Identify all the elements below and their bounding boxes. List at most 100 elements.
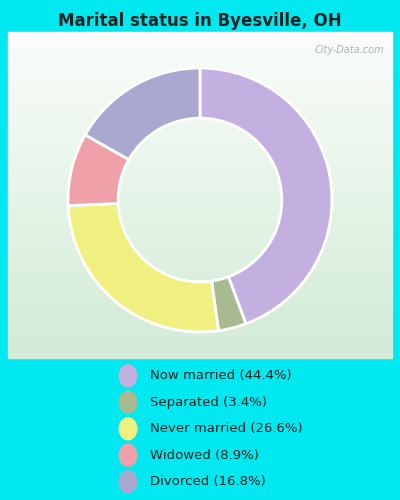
Bar: [8, 44, 392, 46]
Text: Separated (3.4%): Separated (3.4%): [150, 396, 267, 409]
Bar: [8, 128, 392, 130]
Bar: [8, 160, 392, 162]
Bar: [8, 190, 392, 192]
Bar: [8, 298, 392, 300]
Bar: [8, 60, 392, 62]
Bar: [8, 73, 392, 76]
Bar: [8, 322, 392, 325]
Bar: [8, 344, 392, 346]
Bar: [8, 168, 392, 170]
Bar: [8, 268, 392, 271]
Bar: [8, 198, 392, 200]
Bar: [8, 95, 392, 98]
Bar: [8, 144, 392, 146]
Bar: [8, 241, 392, 244]
Bar: [8, 35, 392, 38]
Bar: [8, 216, 392, 220]
Bar: [8, 178, 392, 182]
Bar: [8, 222, 392, 225]
Bar: [8, 154, 392, 157]
Bar: [8, 292, 392, 295]
Bar: [8, 170, 392, 173]
Bar: [8, 244, 392, 246]
Bar: [8, 116, 392, 119]
Text: Now married (44.4%): Now married (44.4%): [150, 369, 291, 382]
Bar: [8, 333, 392, 336]
Bar: [8, 86, 392, 90]
Bar: [8, 162, 392, 165]
Bar: [8, 203, 392, 206]
Bar: [8, 314, 392, 317]
Bar: [8, 111, 392, 114]
Bar: [8, 304, 392, 306]
Bar: [8, 84, 392, 86]
Bar: [8, 192, 392, 195]
Text: Divorced (16.8%): Divorced (16.8%): [150, 475, 265, 488]
Bar: [8, 317, 392, 320]
Bar: [8, 312, 392, 314]
Bar: [8, 328, 392, 330]
Bar: [8, 208, 392, 211]
Bar: [8, 258, 392, 260]
Text: Never married (26.6%): Never married (26.6%): [150, 422, 302, 435]
Bar: [8, 254, 392, 258]
Bar: [8, 132, 392, 136]
Bar: [8, 90, 392, 92]
Bar: [8, 141, 392, 144]
Bar: [8, 325, 392, 328]
Bar: [8, 157, 392, 160]
Bar: [8, 106, 392, 108]
Bar: [8, 68, 392, 70]
Bar: [8, 46, 392, 48]
Bar: [8, 62, 392, 65]
Bar: [8, 52, 392, 54]
Bar: [8, 214, 392, 216]
Bar: [8, 330, 392, 333]
Bar: [8, 122, 392, 124]
Bar: [8, 262, 392, 266]
Bar: [8, 206, 392, 208]
Bar: [8, 146, 392, 149]
Bar: [8, 32, 392, 35]
Wedge shape: [68, 204, 218, 332]
Bar: [8, 274, 392, 276]
Bar: [8, 220, 392, 222]
Bar: [8, 295, 392, 298]
Bar: [8, 228, 392, 230]
Bar: [8, 276, 392, 279]
Bar: [8, 336, 392, 338]
Bar: [8, 81, 392, 84]
Bar: [8, 200, 392, 203]
Bar: [8, 352, 392, 355]
Bar: [8, 238, 392, 241]
Wedge shape: [85, 68, 200, 160]
Bar: [8, 65, 392, 68]
Bar: [8, 195, 392, 198]
Bar: [8, 103, 392, 106]
Bar: [8, 355, 392, 358]
Bar: [8, 279, 392, 281]
Bar: [8, 236, 392, 238]
Bar: [8, 57, 392, 59]
Wedge shape: [68, 135, 129, 206]
Bar: [8, 174, 392, 176]
Bar: [8, 282, 392, 284]
Bar: [8, 182, 392, 184]
Text: Widowed (8.9%): Widowed (8.9%): [150, 449, 258, 462]
Bar: [8, 249, 392, 252]
Bar: [8, 78, 392, 81]
Bar: [8, 176, 392, 178]
Bar: [8, 136, 392, 138]
Bar: [8, 290, 392, 292]
Bar: [8, 92, 392, 95]
Text: Marital status in Byesville, OH: Marital status in Byesville, OH: [58, 12, 342, 30]
Bar: [8, 76, 392, 78]
Bar: [8, 70, 392, 73]
Text: City-Data.com: City-Data.com: [314, 45, 384, 55]
Bar: [8, 260, 392, 262]
Bar: [8, 184, 392, 187]
Bar: [8, 38, 392, 40]
Bar: [8, 266, 392, 268]
Bar: [8, 246, 392, 249]
Bar: [8, 138, 392, 141]
